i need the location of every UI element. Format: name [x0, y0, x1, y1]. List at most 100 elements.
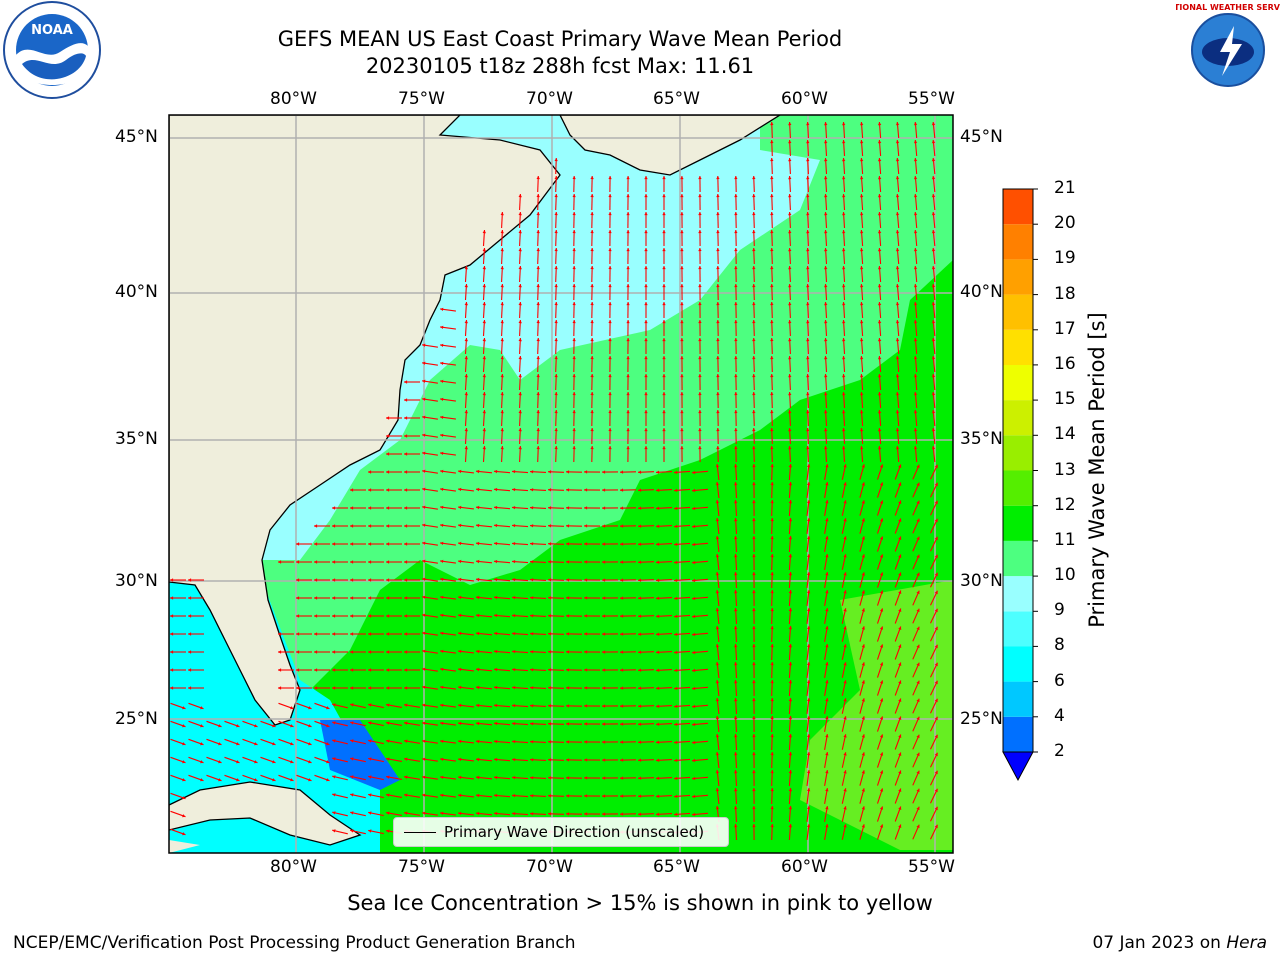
wave-arrow-head: [644, 392, 648, 396]
wave-arrow-head: [254, 778, 258, 782]
wave-arrow-head: [825, 752, 829, 756]
wave-arrow-head: [879, 734, 884, 738]
nws-logo: NATIONAL WEATHER SERVICE: [1176, 2, 1280, 98]
wave-arrow-head: [170, 686, 174, 690]
wave-arrow-head: [200, 724, 204, 728]
wave-arrow-head: [512, 614, 516, 618]
wave-arrow-head: [788, 392, 792, 396]
wave-arrow-head: [752, 662, 756, 666]
wave-arrow-head: [916, 644, 920, 649]
wave-arrow-head: [368, 811, 372, 815]
wave-arrow-head: [916, 788, 920, 793]
wave-arrow-head: [602, 704, 606, 708]
wave-arrow-head: [656, 542, 660, 546]
wave-arrow-head: [674, 704, 678, 708]
wave-arrow-head: [788, 140, 792, 144]
wave-arrow-head: [422, 721, 426, 725]
wave-arrow-head: [692, 596, 696, 601]
wave-arrow-head: [674, 794, 678, 798]
wave-arrow-head: [602, 578, 606, 582]
wave-arrow-head: [440, 613, 444, 617]
wave-arrow-head: [825, 518, 829, 522]
wave-arrow-head: [788, 464, 793, 468]
wave-arrow-head: [536, 446, 540, 450]
wave-arrow-head: [674, 578, 678, 582]
wave-arrow-head: [422, 775, 426, 779]
wave-arrow-head: [752, 608, 756, 612]
wave-arrow-head: [752, 338, 756, 342]
wave-arrow-head: [584, 488, 588, 492]
wave-arrow-head: [368, 632, 372, 636]
wave-arrow-head: [476, 559, 480, 564]
wave-arrow-head: [494, 595, 498, 600]
wave-arrow-head: [898, 716, 902, 720]
wave-arrow-head: [879, 554, 884, 558]
wave-arrow-head: [716, 392, 720, 396]
wave-arrow-head: [898, 536, 902, 540]
wave-arrow-head: [825, 716, 829, 720]
lat-label-left-25n: 25°N: [115, 709, 158, 729]
lon-label-bottom-75w: 75°W: [398, 857, 445, 877]
wave-arrow-head: [476, 811, 480, 816]
wave-arrow-head: [843, 788, 847, 792]
wave-arrow-head: [476, 523, 480, 528]
wave-arrow-head: [440, 433, 444, 437]
wave-arrow-head: [332, 829, 336, 833]
wave-arrow-head: [500, 230, 504, 234]
wave-arrow-head: [182, 778, 186, 782]
wave-arrow-head: [482, 230, 486, 234]
wave-arrow-head: [806, 374, 810, 378]
wave-arrow-head: [931, 158, 936, 162]
wave-arrow-head: [734, 428, 738, 432]
wave-arrow-head: [734, 248, 738, 252]
wave-arrow-head: [602, 524, 606, 528]
wave-arrow-head: [572, 266, 576, 270]
wave-arrow-head: [716, 320, 720, 324]
wave-arrow-head: [843, 608, 847, 612]
wave-arrow-head: [368, 775, 372, 779]
wave-arrow-head: [638, 812, 642, 816]
wave-arrow-head: [662, 374, 666, 378]
wave-arrow-head: [386, 668, 390, 672]
wave-arrow-head: [752, 734, 756, 738]
wave-arrow-head: [548, 668, 552, 672]
wave-arrow-head: [620, 704, 624, 708]
wave-arrow-head: [494, 703, 498, 708]
wave-arrow-head: [620, 560, 624, 564]
wave-arrow-head: [458, 721, 462, 726]
wave-arrow-head: [931, 266, 936, 270]
wave-arrow-head: [518, 446, 522, 450]
wave-arrow-head: [680, 194, 684, 198]
wave-arrow-head: [476, 757, 480, 762]
wave-arrow-head: [548, 614, 552, 618]
wave-arrow-head: [332, 560, 336, 564]
wave-arrow-head: [877, 320, 882, 324]
wave-arrow-head: [916, 716, 920, 721]
wave-arrow-head: [530, 614, 534, 618]
lon-label-top-60w: 60°W: [781, 89, 828, 109]
wave-arrow-head: [674, 650, 678, 654]
wave-arrow-head: [332, 524, 336, 528]
wave-arrow-head: [440, 505, 444, 509]
wave-arrow-head: [934, 698, 938, 703]
wave-arrow-head: [554, 266, 558, 270]
wave-arrow-head: [626, 428, 630, 432]
wave-arrow-head: [536, 374, 540, 378]
wave-arrow-head: [770, 536, 774, 540]
wave-arrow-head: [861, 644, 865, 648]
wave-arrow-head: [458, 523, 462, 528]
wave-arrow-head: [913, 140, 918, 144]
wave-arrow-head: [476, 793, 480, 798]
lat-label-right-30n: 30°N: [960, 571, 1003, 591]
wave-arrow-head: [404, 703, 408, 707]
wave-arrow-head: [879, 644, 884, 648]
wave-arrow-head: [536, 392, 540, 396]
wave-arrow-head: [638, 722, 642, 726]
wave-arrow-head: [698, 374, 702, 378]
wave-arrow-head: [188, 632, 192, 636]
sea-ice-caption-text: Sea Ice Concentration > 15% is shown in …: [347, 891, 933, 915]
wave-arrow-head: [824, 446, 828, 450]
wave-arrow-head: [350, 506, 354, 510]
wave-arrow-head: [590, 320, 594, 324]
wave-arrow-head: [662, 320, 666, 324]
